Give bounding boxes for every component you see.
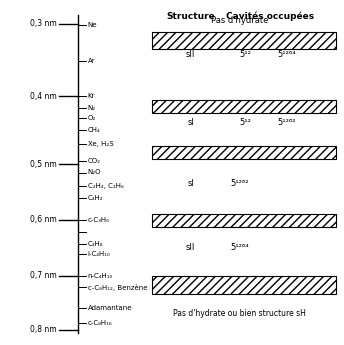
Text: 0,3 nm: 0,3 nm (30, 19, 57, 28)
Text: 5¹²: 5¹² (239, 118, 251, 127)
Text: 5¹²⁶⁴: 5¹²⁶⁴ (277, 50, 296, 59)
Text: sI: sI (187, 179, 194, 188)
Text: sII: sII (186, 243, 195, 252)
Text: sI: sI (187, 118, 194, 127)
Bar (152, 214, 335, 227)
Text: Cavités occupées: Cavités occupées (226, 12, 314, 21)
Text: 5¹²: 5¹² (239, 50, 251, 59)
Text: CO₂: CO₂ (88, 158, 101, 164)
Text: 0,4 nm: 0,4 nm (30, 92, 57, 101)
Text: Kr: Kr (88, 93, 95, 99)
Text: N₂: N₂ (88, 105, 96, 111)
Text: C₃H₂: C₃H₂ (88, 195, 103, 201)
Bar (152, 146, 335, 159)
Text: Adamantane: Adamantane (88, 305, 132, 311)
Text: c-C₃H₆: c-C₃H₆ (88, 217, 110, 223)
Text: 0,8 nm: 0,8 nm (30, 325, 57, 334)
Text: Xe, H₂S: Xe, H₂S (88, 141, 113, 147)
Text: N₂O: N₂O (88, 169, 101, 176)
Text: c-C₈H₁₆: c-C₈H₁₆ (88, 320, 112, 326)
Bar (152, 100, 335, 113)
Text: 0,7 nm: 0,7 nm (30, 271, 57, 280)
Bar (152, 276, 335, 294)
Text: Ne: Ne (88, 22, 97, 28)
Text: c-C₆H₁₂, Benzène: c-C₆H₁₂, Benzène (88, 284, 147, 291)
Text: Structure: Structure (166, 12, 215, 21)
Text: 0,5 nm: 0,5 nm (30, 159, 57, 169)
Text: Pas d'hydrate ou bien structure sH: Pas d'hydrate ou bien structure sH (173, 309, 306, 318)
Text: sII: sII (186, 50, 195, 59)
Text: C₂H₄, C₂H₆: C₂H₄, C₂H₆ (88, 183, 123, 189)
Text: i-C₄H₁₀: i-C₄H₁₀ (88, 251, 110, 257)
Text: 5¹²⁶²: 5¹²⁶² (277, 118, 296, 127)
Text: O₂: O₂ (88, 116, 96, 121)
Text: CH₄: CH₄ (88, 127, 100, 133)
Text: Ar: Ar (88, 58, 95, 64)
Text: n-C₄H₁₀: n-C₄H₁₀ (88, 273, 113, 279)
Text: 5¹²⁶²: 5¹²⁶² (230, 179, 249, 188)
Text: 0,6 nm: 0,6 nm (30, 215, 57, 224)
Text: Pas d'hydrate: Pas d'hydrate (211, 16, 268, 25)
Text: C₃H₈: C₃H₈ (88, 240, 103, 246)
Bar (152, 32, 335, 49)
Text: 5¹²⁶⁴: 5¹²⁶⁴ (230, 243, 249, 252)
